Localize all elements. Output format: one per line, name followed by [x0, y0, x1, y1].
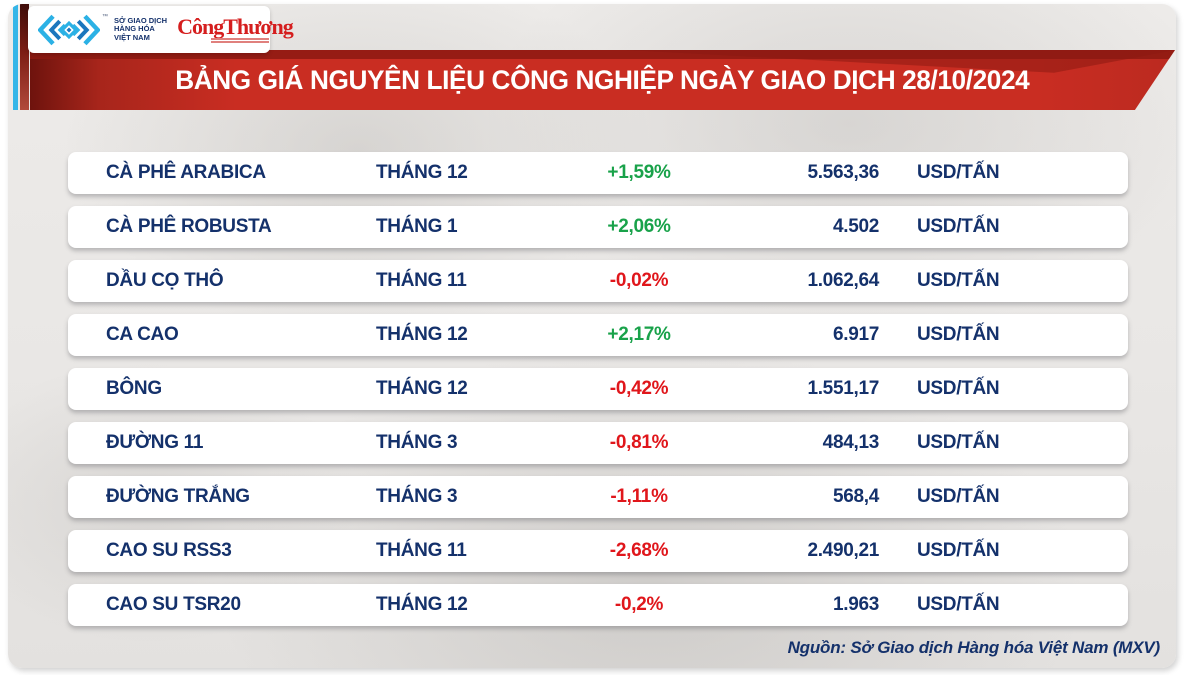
contract-month: THÁNG 12 [376, 594, 468, 615]
commodity-name: CÀ PHÊ ARABICA [106, 162, 266, 183]
commodity-name: BÔNG [106, 378, 162, 399]
title-banner: BẢNG GIÁ NGUYÊN LIỆU CÔNG NGHIỆP NGÀY GI… [30, 50, 1175, 110]
source-note: Nguồn: Sở Giao dịch Hàng hóa Việt Nam (M… [787, 638, 1161, 657]
table-row: CAO SU TSR20 THÁNG 12 -0,2% 1.963 USD/TẤ… [68, 584, 1128, 626]
price-unit: USD/TẤN [917, 594, 1000, 615]
price-value: 5.563,36 [807, 162, 879, 183]
price-value: 484,13 [822, 432, 880, 453]
table-row: DẦU CỌ THÔ THÁNG 11 -0,02% 1.062,64 USD/… [68, 260, 1128, 302]
change-percent: +2,17% [607, 324, 671, 345]
contract-month: THÁNG 11 [376, 270, 467, 291]
logo-card: ™ SỞ GIAO DỊCH HÀNG HÓA VIỆT NAM CôngThư… [28, 6, 294, 53]
price-unit: USD/TẤN [917, 378, 1000, 399]
left-maroon-stripe [20, 4, 29, 110]
mxv-logo-icon [38, 14, 100, 45]
price-unit: USD/TẤN [917, 432, 1000, 453]
price-unit: USD/TẤN [917, 216, 1000, 237]
commodity-name: DẦU CỌ THÔ [106, 270, 224, 291]
change-percent: +1,59% [607, 162, 671, 183]
change-percent: +2,06% [607, 216, 671, 237]
price-value: 4.502 [832, 216, 879, 237]
page-title: BẢNG GIÁ NGUYÊN LIỆU CÔNG NGHIỆP NGÀY GI… [175, 64, 1030, 95]
contract-month: THÁNG 12 [376, 162, 468, 183]
change-percent: -2,68% [609, 540, 669, 561]
congthuong-logo-text: CôngThương [177, 13, 294, 39]
contract-month: THÁNG 1 [376, 216, 458, 237]
mxv-org-line: VIỆT NAM [114, 32, 150, 42]
trademark-mark: ™ [102, 14, 108, 20]
price-unit: USD/TẤN [917, 540, 1000, 561]
table-row: CA CAO THÁNG 12 +2,17% 6.917 USD/TẤN [68, 314, 1128, 356]
mxv-org-line: HÀNG HÓA [114, 24, 155, 34]
commodity-name: CAO SU RSS3 [106, 540, 232, 561]
table-row: CÀ PHÊ ROBUSTA THÁNG 1 +2,06% 4.502 USD/… [68, 206, 1128, 248]
contract-month: THÁNG 12 [376, 324, 468, 345]
congthuong-logo: CôngThương [177, 13, 294, 43]
left-cyan-stripe [13, 4, 18, 110]
commodity-name: ĐƯỜNG TRẮNG [106, 486, 250, 507]
price-value: 1.062,64 [807, 270, 879, 291]
table-row: ĐƯỜNG 11 THÁNG 3 -0,81% 484,13 USD/TẤN [68, 422, 1128, 464]
change-percent: -0,02% [609, 270, 669, 291]
table-row: BÔNG THÁNG 12 -0,42% 1.551,17 USD/TẤN [68, 368, 1128, 410]
change-percent: -0,42% [609, 378, 669, 399]
infographic-canvas: BẢNG GIÁ NGUYÊN LIỆU CÔNG NGHIỆP NGÀY GI… [8, 4, 1176, 668]
mxv-org-line: SỞ GIAO DỊCH [114, 15, 168, 25]
change-percent: -0,2% [614, 594, 664, 615]
price-unit: USD/TẤN [917, 324, 1000, 345]
table-row: CÀ PHÊ ARABICA THÁNG 12 +1,59% 5.563,36 … [68, 152, 1128, 194]
price-value: 2.490,21 [807, 540, 879, 561]
price-unit: USD/TẤN [917, 486, 1000, 507]
price-value: 1.963 [832, 594, 879, 615]
table-row: ĐƯỜNG TRẮNG THÁNG 3 -1,11% 568,4 USD/TẤN [68, 476, 1128, 518]
change-percent: -0,81% [609, 432, 669, 453]
contract-month: THÁNG 3 [376, 432, 458, 453]
table-row: CAO SU RSS3 THÁNG 11 -2,68% 2.490,21 USD… [68, 530, 1128, 572]
commodity-name: CÀ PHÊ ROBUSTA [106, 216, 272, 237]
price-unit: USD/TẤN [917, 162, 1000, 183]
commodity-name: CA CAO [106, 324, 179, 345]
contract-month: THÁNG 11 [376, 540, 467, 561]
contract-month: THÁNG 12 [376, 378, 468, 399]
price-unit: USD/TẤN [917, 270, 1000, 291]
change-percent: -1,11% [610, 486, 668, 507]
commodity-name: ĐƯỜNG 11 [106, 432, 204, 453]
price-value: 6.917 [832, 324, 879, 345]
commodity-name: CAO SU TSR20 [106, 594, 241, 615]
mxv-org-name: SỞ GIAO DỊCH HÀNG HÓA VIỆT NAM [114, 15, 168, 43]
price-table: CÀ PHÊ ARABICA THÁNG 12 +1,59% 5.563,36 … [68, 152, 1128, 638]
price-value: 1.551,17 [807, 378, 879, 399]
contract-month: THÁNG 3 [376, 486, 458, 507]
congthuong-tagline-lines [211, 37, 270, 43]
price-value: 568,4 [832, 486, 879, 507]
